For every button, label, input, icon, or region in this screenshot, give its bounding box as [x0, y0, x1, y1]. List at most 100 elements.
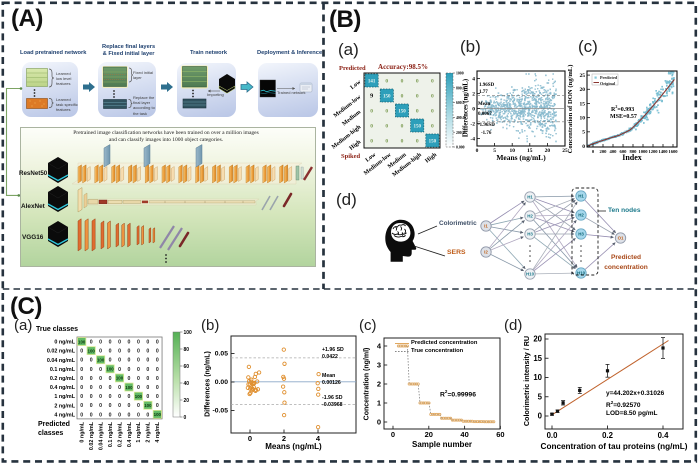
svg-text:0.2 ng/mL: 0.2 ng/mL	[50, 376, 76, 382]
svg-text:1000: 1000	[456, 72, 464, 76]
svg-text:0: 0	[416, 94, 419, 100]
svg-text:60: 60	[496, 430, 504, 439]
svg-text:0: 0	[118, 385, 121, 391]
svg-text:0: 0	[118, 349, 121, 355]
svg-text:0: 0	[80, 394, 83, 400]
svg-text:100: 100	[144, 403, 152, 408]
svg-text:0: 0	[109, 358, 112, 364]
svg-text:0.4 ng/mL: 0.4 ng/mL	[127, 421, 133, 447]
svg-text:0: 0	[128, 394, 131, 400]
svg-text:100: 100	[184, 330, 193, 336]
svg-text:0: 0	[146, 339, 149, 345]
svg-text:0: 0	[401, 94, 404, 100]
svg-text:0: 0	[109, 412, 112, 418]
svg-text:1: 1	[377, 398, 381, 407]
svg-text:0: 0	[137, 385, 140, 391]
svg-text:2: 2	[472, 91, 475, 97]
svg-text:0.02 ng/mL: 0.02 ng/mL	[47, 349, 76, 355]
svg-text:0.1 ng/mL: 0.1 ng/mL	[108, 421, 114, 447]
svg-text:20: 20	[580, 87, 586, 93]
svg-text:0: 0	[156, 349, 159, 355]
svg-text:0: 0	[90, 376, 93, 382]
svg-text:0: 0	[109, 376, 112, 382]
svg-text:0: 0	[118, 339, 121, 345]
svg-text:0: 0	[80, 358, 83, 364]
svg-text:0.04 ng/mL: 0.04 ng/mL	[47, 358, 76, 364]
svg-text:0.2 ng/mL: 0.2 ng/mL	[117, 421, 123, 447]
svg-text:0: 0	[118, 367, 121, 373]
svg-text:0.04 ng/mL: 0.04 ng/mL	[98, 421, 104, 450]
svg-text:600.0: 600.0	[456, 101, 465, 105]
svg-text:0: 0	[431, 124, 434, 130]
svg-text:0: 0	[128, 403, 131, 409]
svg-text:0: 0	[156, 394, 159, 400]
svg-text:0: 0	[109, 339, 112, 345]
svg-text:10: 10	[533, 373, 542, 382]
svg-text:0: 0	[391, 430, 395, 439]
svg-text:0: 0	[80, 412, 83, 418]
svg-text:0: 0	[99, 349, 102, 355]
svg-text:0.0: 0.0	[547, 431, 559, 440]
svg-text:0: 0	[592, 149, 595, 154]
svg-text:100: 100	[135, 394, 143, 399]
svg-text:0: 0	[385, 124, 388, 130]
svg-text:-4: -4	[470, 136, 475, 142]
svg-text:0: 0	[99, 385, 102, 391]
svg-text:0: 0	[99, 394, 102, 400]
svg-text:25: 25	[562, 148, 568, 154]
svg-text:0: 0	[137, 358, 140, 364]
svg-text:H10: H10	[526, 272, 535, 277]
svg-text:400.0: 400.0	[456, 116, 465, 120]
svg-text:0: 0	[80, 385, 83, 391]
svg-text:0: 0	[109, 349, 112, 355]
svg-text:0: 0	[109, 403, 112, 409]
svg-text:0: 0	[128, 349, 131, 355]
svg-text:O1: O1	[618, 236, 624, 241]
svg-text:100: 100	[116, 376, 124, 381]
svg-text:100: 100	[97, 357, 105, 362]
svg-text:20: 20	[533, 335, 542, 344]
svg-text:0: 0	[137, 349, 140, 355]
svg-text:100: 100	[125, 385, 133, 390]
svg-text:2: 2	[282, 434, 286, 443]
svg-text:0: 0	[99, 339, 102, 345]
svg-text:0: 0	[137, 376, 140, 382]
svg-text:0: 0	[184, 415, 187, 421]
svg-text:I2: I2	[484, 250, 488, 255]
svg-text:0.4 ng/mL: 0.4 ng/mL	[50, 385, 76, 391]
svg-text:0.2: 0.2	[602, 431, 614, 440]
svg-text:0: 0	[538, 412, 543, 421]
svg-text:0: 0	[146, 358, 149, 364]
svg-text:0.02 ng/mL: 0.02 ng/mL	[89, 421, 95, 450]
svg-text:0: 0	[109, 394, 112, 400]
svg-text:0: 0	[156, 358, 159, 364]
svg-text:H1: H1	[527, 195, 533, 200]
svg-text:0: 0	[385, 79, 388, 85]
svg-text:141: 141	[368, 79, 376, 84]
svg-text:9: 9	[370, 93, 374, 100]
svg-text:4: 4	[472, 76, 475, 82]
svg-text:600: 600	[620, 149, 628, 154]
svg-text:0: 0	[137, 339, 140, 345]
svg-text:0: 0	[385, 139, 388, 145]
svg-text:1000: 1000	[638, 149, 648, 154]
svg-text:0: 0	[416, 139, 419, 145]
svg-text:0: 0	[431, 79, 434, 85]
svg-text:0: 0	[156, 376, 159, 382]
svg-text:0: 0	[128, 367, 131, 373]
svg-text:100: 100	[106, 367, 114, 372]
svg-text:0: 0	[370, 139, 373, 145]
svg-text:0: 0	[90, 339, 93, 345]
svg-text:150: 150	[383, 94, 391, 99]
svg-text:150: 150	[413, 124, 421, 129]
svg-text:0: 0	[416, 79, 419, 85]
svg-text:0: 0	[401, 124, 404, 130]
svg-text:10: 10	[580, 115, 586, 121]
svg-text:0: 0	[90, 403, 93, 409]
svg-text:0: 0	[156, 403, 159, 409]
svg-text:0.000: 0.000	[456, 146, 465, 150]
svg-text:0: 0	[128, 376, 131, 382]
svg-text:150: 150	[398, 109, 406, 114]
svg-text:4: 4	[377, 341, 382, 350]
svg-text:0: 0	[90, 412, 93, 418]
